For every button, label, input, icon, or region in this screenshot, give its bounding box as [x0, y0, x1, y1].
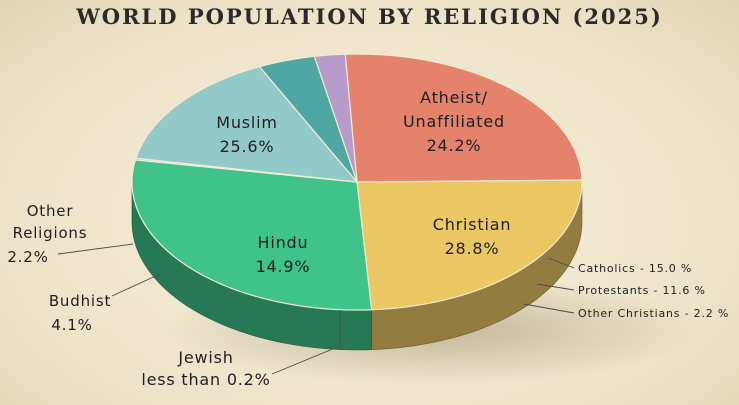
christian-breakdown-1: Protestants - 11.6 % [578, 284, 706, 297]
slice-label-atheist: Atheist/ [420, 88, 488, 107]
chart-title: WORLD POPULATION BY RELIGION (2025) [76, 4, 663, 29]
slice-label-atheist: Unaffiliated [403, 112, 505, 131]
leader-line-breakdown-1 [536, 283, 575, 291]
slice-label-christian: Christian [433, 215, 512, 234]
slice-value-atheist: 24.2% [427, 136, 482, 155]
slice-label-buddhist: Budhist [49, 292, 111, 310]
christian-breakdown-2: Other Christians - 2.2 % [578, 307, 729, 320]
slice-value-hindu: 14.9% [256, 257, 311, 276]
slice-label-other: Other [27, 202, 74, 220]
slice-label-muslim: Muslim [216, 113, 278, 132]
pie-slice-hindu [135, 66, 358, 183]
pie-slice-christian [131, 159, 373, 311]
slice-label-jewish: less than 0.2% [141, 370, 270, 389]
leader-line-breakdown-0 [547, 257, 575, 269]
slice-label-other: Religions [13, 224, 88, 242]
slice-value-buddhist: 4.1% [51, 316, 92, 334]
slice-label-jewish: Jewish [177, 348, 233, 367]
pie-slice-atheist [356, 179, 583, 311]
leader-line-other [57, 243, 134, 255]
slice-label-hindu: Hindu [258, 233, 309, 252]
leader-line-jewish [271, 310, 341, 375]
slice-value-muslim: 25.6% [220, 137, 275, 156]
slice-value-other: 2.2% [7, 248, 48, 266]
leader-line-buddhist [111, 273, 161, 297]
christian-breakdown-0: Catholics - 15.0 % [578, 262, 692, 275]
leader-line-breakdown-2 [523, 303, 575, 314]
slice-value-christian: 28.8% [445, 239, 500, 258]
pie-slice-muslim [344, 53, 583, 183]
pie-slice-other [313, 53, 358, 183]
